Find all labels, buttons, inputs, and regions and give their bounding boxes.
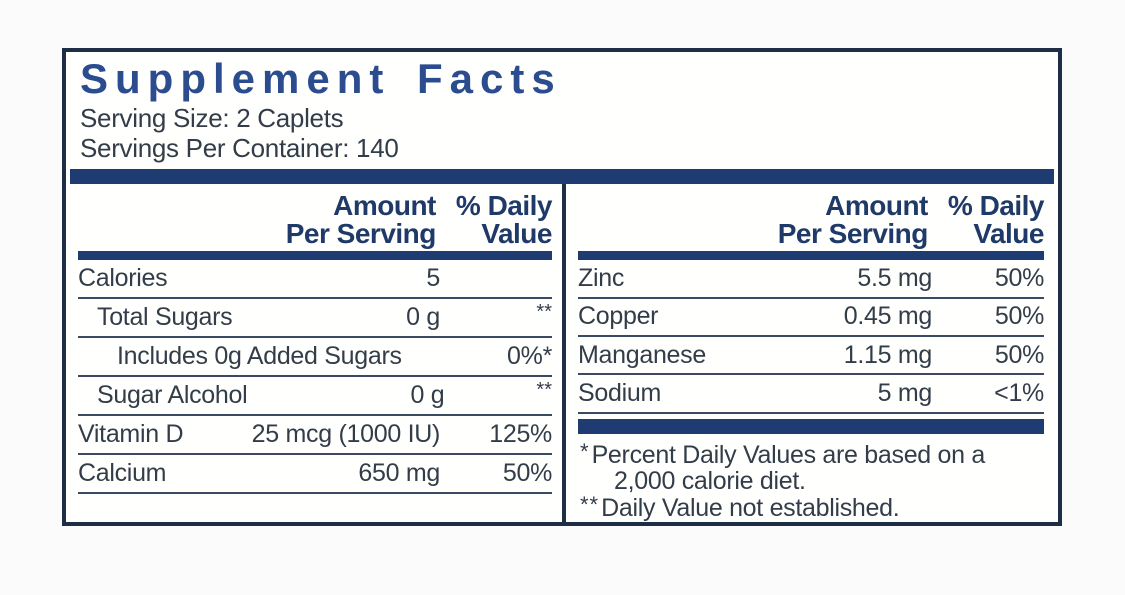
top-divider-bar (70, 169, 1054, 185)
percent-daily-value-header: % Daily Value (455, 190, 553, 249)
nutrient-daily-value: 50% (502, 459, 552, 488)
percent-daily-value-header: % Daily Value (947, 190, 1045, 249)
serving-size: Serving Size: 2 Caplets (80, 103, 344, 134)
nutrient-name: Total Sugars (97, 303, 233, 332)
footnote-text: Daily Value not established. (601, 494, 900, 523)
nutrient-daily-value: 0%* (507, 342, 552, 371)
table-row-total-sugars: Total Sugars 0 g ** (78, 299, 552, 339)
nutrient-name: Includes 0g Added Sugars (117, 342, 402, 371)
footnote-not-established: **Daily Value not established. (580, 492, 1020, 523)
table-row-vitamin-d: Vitamin D 25 mcg (1000 IU) 125% (78, 416, 552, 456)
servings-per-container: Servings Per Container: 140 (80, 132, 399, 163)
header-divider-bar (578, 251, 1044, 261)
nutrient-name: Sugar Alcohol (97, 381, 248, 410)
nutrient-name: Vitamin D (78, 420, 184, 449)
nutrient-daily-value: 50% (994, 340, 1044, 369)
nutrient-amount: 5 (426, 264, 440, 293)
nutrient-daily-value: ** (536, 379, 552, 402)
nutrient-amount: 5 mg (877, 379, 933, 408)
nutrient-amount: 1.15 mg (843, 340, 933, 369)
table-row-calories: Calories 5 (78, 260, 552, 300)
nutrient-daily-value: 50% (994, 302, 1044, 331)
amount-per-serving-header: Amount Per Serving (777, 190, 929, 249)
footnote-divider-bar (578, 418, 1044, 434)
right-column: Amount Per Serving % Daily Value Zinc 5.… (562, 184, 1054, 522)
table-row-copper: Copper 0.45 mg 50% (578, 299, 1044, 337)
nutrient-name: Sodium (578, 379, 661, 408)
asterisk-marker: * (580, 438, 590, 464)
nutrient-amount: 0 g (410, 381, 445, 410)
double-asterisk-marker: ** (580, 492, 600, 518)
nutrient-name: Manganese (578, 340, 706, 369)
table-row-sodium: Sodium 5 mg <1% (578, 375, 1044, 414)
nutrient-name: Zinc (578, 263, 625, 292)
nutrient-amount: 650 mg (358, 459, 440, 488)
nutrient-name: Copper (578, 302, 659, 331)
nutrient-daily-value: ** (536, 301, 552, 324)
nutrient-amount: 0.45 mg (843, 302, 933, 331)
nutrient-name: Calories (78, 264, 168, 293)
table-row-manganese: Manganese 1.15 mg 50% (578, 337, 1044, 376)
footnote-daily-values: *Percent Daily Values are based on a 2,0… (580, 438, 1020, 496)
right-column-headers: Amount Per Serving % Daily Value (578, 190, 1045, 249)
label-header: Supplement Facts Serving Size: 2 Caplets… (66, 52, 1058, 163)
footnotes: *Percent Daily Values are based on a 2,0… (578, 434, 1044, 522)
header-divider-bar (78, 251, 552, 261)
left-column-headers: Amount Per Serving % Daily Value (78, 190, 553, 249)
amount-per-serving-header: Amount Per Serving (285, 190, 437, 249)
footnote-text: Percent Daily Values are based on a 2,00… (591, 440, 986, 496)
left-column: Amount Per Serving % Daily Value Calorie… (70, 184, 562, 522)
nutrient-amount: 5.5 mg (857, 263, 932, 292)
nutrient-daily-value: <1% (994, 379, 1044, 408)
nutrient-amount: 25 mcg (1000 IU) (251, 420, 441, 449)
supplement-facts-panel: Supplement Facts Serving Size: 2 Caplets… (62, 48, 1062, 526)
table-row-calcium: Calcium 650 mg 50% (78, 455, 552, 495)
nutrient-daily-value: 125% (489, 420, 552, 449)
table-row-sugar-alcohol: Sugar Alcohol 0 g ** (78, 377, 552, 417)
nutrient-name: Calcium (78, 459, 167, 488)
nutrient-amount: 0 g (406, 303, 440, 332)
facts-columns: Amount Per Serving % Daily Value Calorie… (70, 184, 1054, 522)
table-row-zinc: Zinc 5.5 mg 50% (578, 260, 1044, 299)
table-row-added-sugars: Includes 0g Added Sugars 0%* (78, 338, 552, 378)
panel-title: Supplement Facts (80, 55, 562, 102)
nutrient-daily-value: 50% (994, 263, 1044, 292)
